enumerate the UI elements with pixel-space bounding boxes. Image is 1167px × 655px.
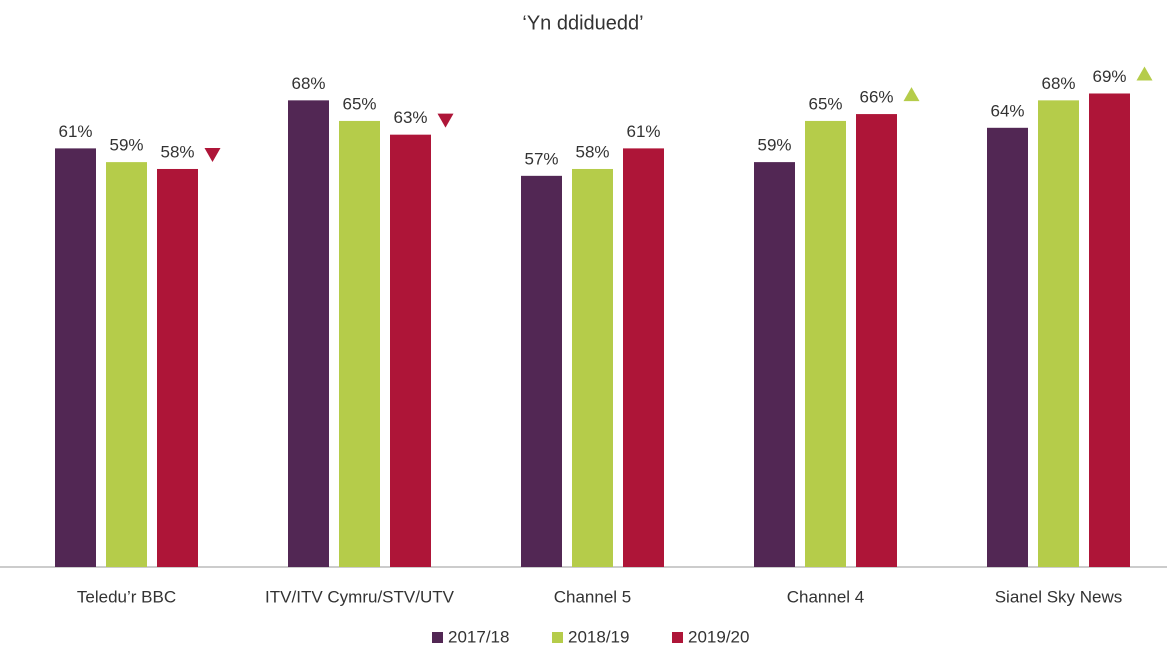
value-label: 58%: [160, 142, 194, 161]
value-label: 65%: [808, 94, 842, 113]
value-label: 68%: [291, 74, 325, 93]
value-label: 68%: [1041, 74, 1075, 93]
x-tick-label: Sianel Sky News: [995, 587, 1123, 606]
legend-swatch: [552, 632, 563, 643]
bar: [521, 175, 562, 567]
bar: [55, 148, 96, 567]
value-label: 57%: [524, 149, 558, 168]
value-label: 66%: [859, 88, 893, 107]
value-label: 65%: [342, 94, 376, 113]
legend-label: 2017/18: [448, 627, 509, 646]
bar: [390, 134, 431, 567]
legend-swatch: [672, 632, 683, 643]
value-label: 63%: [393, 108, 427, 127]
change-marker: [204, 147, 221, 162]
legend-label: 2019/20: [688, 627, 749, 646]
x-tick-label: Channel 5: [554, 587, 632, 606]
bar: [987, 127, 1028, 568]
bar: [572, 168, 613, 567]
x-tick-label: Channel 4: [787, 587, 865, 606]
value-label: 64%: [990, 101, 1024, 120]
bar: [623, 148, 664, 567]
value-label: 69%: [1092, 67, 1126, 86]
x-tick-label: Teledu’r BBC: [77, 587, 176, 606]
bar: [1038, 100, 1079, 567]
chart-title: ‘Yn ddiduedd’: [522, 12, 643, 34]
bar: [288, 100, 329, 567]
x-tick-label: ITV/ITV Cymru/STV/UTV: [265, 587, 455, 606]
bar: [157, 168, 198, 567]
legend-swatch: [432, 632, 443, 643]
bar: [805, 120, 846, 567]
bar: [1089, 93, 1130, 568]
bar: [106, 162, 147, 568]
change-marker: [1136, 66, 1153, 81]
change-marker: [903, 87, 920, 102]
value-label: 59%: [109, 136, 143, 155]
change-marker: [437, 113, 454, 128]
value-label: 61%: [626, 122, 660, 141]
value-label: 58%: [575, 142, 609, 161]
bar: [339, 120, 380, 567]
value-label: 59%: [757, 136, 791, 155]
legend-label: 2018/19: [568, 627, 629, 646]
bar: [856, 114, 897, 567]
value-label: 61%: [58, 122, 92, 141]
bar: [754, 162, 795, 568]
